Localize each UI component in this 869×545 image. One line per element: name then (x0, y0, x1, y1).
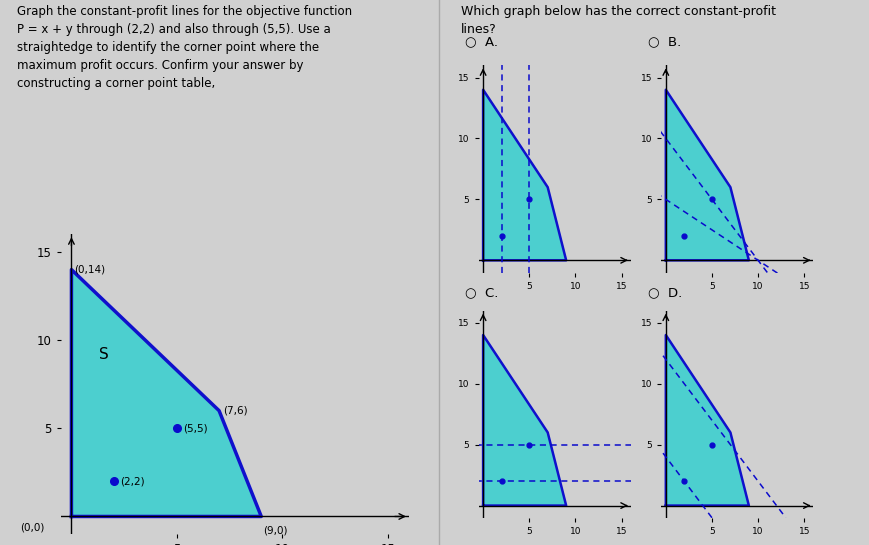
Text: Graph the constant-profit lines for the objective function
P = x + y through (2,: Graph the constant-profit lines for the … (17, 5, 352, 90)
Polygon shape (71, 270, 261, 517)
Polygon shape (482, 335, 566, 506)
Text: ○  C.: ○ C. (465, 286, 498, 299)
Text: Which graph below has the correct constant-profit
lines?: Which graph below has the correct consta… (461, 5, 775, 37)
Polygon shape (665, 335, 748, 506)
Text: ○  A.: ○ A. (465, 35, 498, 49)
Text: (7,6): (7,6) (223, 405, 248, 416)
Text: S: S (99, 347, 109, 362)
Polygon shape (482, 90, 566, 261)
Text: ○  B.: ○ B. (647, 35, 680, 49)
Text: (0,14): (0,14) (75, 265, 106, 275)
Text: (2,2): (2,2) (120, 476, 144, 486)
Text: (9,0): (9,0) (263, 525, 288, 536)
Text: (0,0): (0,0) (20, 522, 44, 532)
Polygon shape (665, 90, 748, 261)
Text: (5,5): (5,5) (183, 423, 208, 433)
Text: ○  D.: ○ D. (647, 286, 681, 299)
